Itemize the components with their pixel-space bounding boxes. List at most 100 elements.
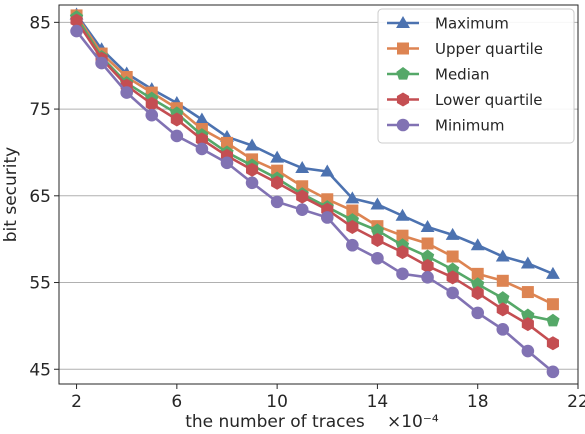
data-point [370, 223, 385, 237]
data-point [421, 271, 434, 284]
legend-marker [396, 92, 410, 107]
data-point [346, 204, 359, 217]
data-point [195, 132, 208, 147]
legend-label: Median [435, 66, 490, 84]
data-point [120, 86, 133, 99]
data-point [495, 249, 510, 262]
data-point [295, 161, 310, 174]
data-point [521, 286, 534, 299]
data-point [470, 238, 485, 251]
data-point [446, 250, 459, 263]
legend-box [377, 8, 575, 144]
legend: Maximum Upper quartile Median Lower quartil… [377, 8, 575, 144]
data-point [496, 274, 509, 287]
data-point [471, 306, 485, 320]
x-tick-label: 14 [367, 392, 389, 412]
data-point [345, 191, 360, 204]
data-point [346, 220, 359, 235]
data-point [170, 129, 184, 143]
data-point [145, 108, 159, 122]
legend-label: Minimum [435, 117, 505, 135]
x-tick-label: 10 [266, 392, 288, 412]
data-point [520, 256, 535, 269]
data-point [70, 24, 83, 38]
x-tick-label: 18 [467, 392, 489, 412]
data-point [496, 291, 510, 304]
data-point [395, 208, 410, 221]
data-point [170, 112, 183, 127]
x-tick-label: 6 [171, 392, 182, 412]
legend-item: Median [387, 66, 490, 84]
data-point [270, 195, 284, 209]
data-point [371, 251, 384, 265]
legend-marker [396, 67, 410, 80]
data-point [421, 259, 434, 274]
data-point [521, 317, 534, 332]
data-point [546, 313, 560, 327]
data-point [270, 150, 285, 163]
data-point [471, 277, 485, 290]
data-point [370, 197, 385, 210]
legend-item: Upper quartile [387, 40, 543, 58]
data-point [471, 285, 484, 300]
x-tick-label: 22 [567, 392, 585, 412]
x-tick-label: 2 [71, 392, 82, 412]
data-point [421, 237, 434, 250]
data-point [446, 286, 459, 300]
data-point [271, 175, 284, 190]
legend-item: Minimum [387, 117, 505, 135]
data-point [546, 365, 560, 379]
data-point [446, 270, 459, 285]
data-point [420, 220, 435, 233]
data-point [496, 323, 510, 336]
data-point [346, 238, 359, 252]
data-point [546, 336, 559, 351]
x-axis-exponent: ×10⁻⁴ [387, 412, 439, 432]
data-point [396, 229, 409, 242]
data-point [246, 162, 259, 177]
data-point [220, 156, 234, 170]
series-minimum [70, 24, 560, 379]
legend-item: Lower quartile [387, 91, 543, 109]
y-tick-label: 85 [29, 13, 51, 33]
data-point [371, 233, 384, 248]
data-point [420, 249, 435, 263]
legend-label: Upper quartile [435, 40, 543, 58]
data-point [445, 227, 460, 240]
data-point [95, 56, 108, 70]
plot-frame [58, 4, 579, 385]
y-tick-label: 65 [29, 187, 51, 207]
data-point [471, 267, 484, 280]
data-point [320, 164, 335, 177]
y-tick-label: 75 [29, 100, 51, 120]
legend-label: Maximum [435, 15, 509, 33]
data-point [245, 176, 259, 190]
data-point [296, 189, 309, 204]
data-point [70, 13, 83, 28]
data-point [220, 136, 233, 149]
data-point [195, 142, 209, 156]
y-tick-label: 45 [29, 360, 51, 380]
data-point [496, 302, 509, 317]
legend-marker [396, 16, 410, 28]
y-axis-label: bit security [1, 147, 21, 242]
data-point [295, 203, 309, 216]
y-tick-label: 55 [29, 274, 51, 294]
legend-label: Lower quartile [435, 91, 543, 109]
data-point [145, 96, 158, 111]
legend-marker [397, 42, 409, 55]
data-point [194, 112, 209, 125]
data-point [546, 298, 559, 311]
data-point [521, 308, 535, 322]
x-axis-label: the number of traces [185, 412, 365, 432]
data-point [445, 262, 460, 276]
data-point [396, 267, 409, 281]
data-point [546, 266, 560, 279]
data-point [320, 211, 334, 224]
data-point [245, 138, 259, 151]
data-point [521, 344, 535, 358]
legend-item: Maximum [387, 15, 509, 33]
data-point [396, 245, 409, 260]
